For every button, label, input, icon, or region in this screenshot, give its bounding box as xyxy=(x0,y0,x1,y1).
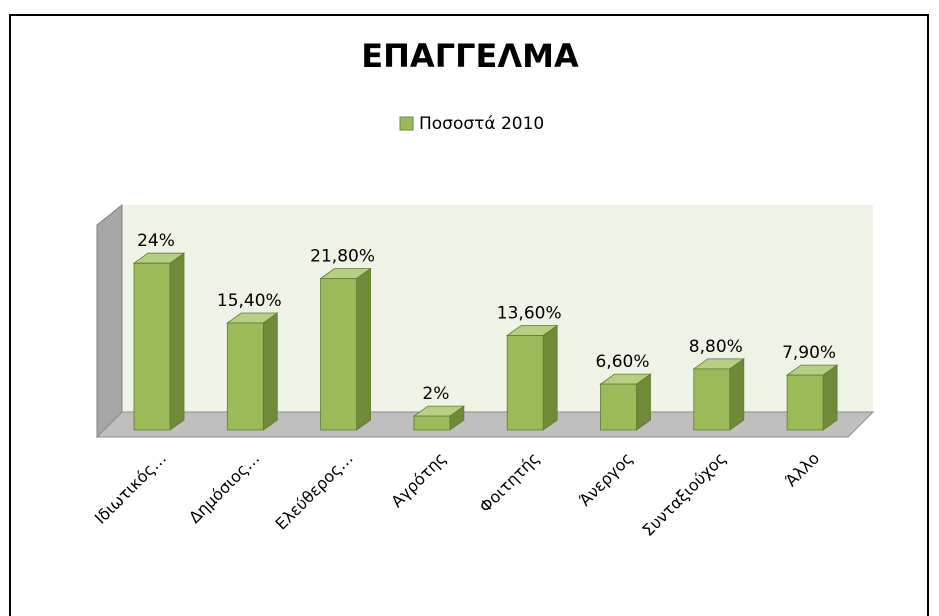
bar-front xyxy=(133,262,171,431)
value-label: 21,80% xyxy=(310,246,375,266)
bar xyxy=(785,364,839,431)
bar xyxy=(505,324,559,431)
legend-swatch xyxy=(399,116,414,131)
bar-side xyxy=(262,312,278,431)
chart-title: ΕΠΑΓΓΕΛΜΑ xyxy=(361,37,579,75)
side-wall xyxy=(96,203,123,439)
bar-front xyxy=(600,383,637,431)
value-label: 15,40% xyxy=(217,291,282,311)
back-wall xyxy=(122,205,873,412)
bar-front xyxy=(693,368,731,431)
value-label: 7,90% xyxy=(782,343,836,363)
bar-side xyxy=(169,252,185,431)
value-label: 6,60% xyxy=(595,352,649,372)
bar-front xyxy=(226,322,264,431)
bar xyxy=(132,252,186,431)
bar-side xyxy=(822,364,838,431)
bar xyxy=(599,373,652,431)
bar-side xyxy=(542,324,558,431)
bar xyxy=(226,312,279,431)
legend: Ποσοστά 2010 xyxy=(399,114,544,134)
bar-front xyxy=(320,278,358,431)
value-label: 8,80% xyxy=(689,337,743,357)
legend-label: Ποσοστά 2010 xyxy=(419,114,544,134)
value-label: 13,60% xyxy=(497,303,562,323)
bar-side xyxy=(729,358,745,431)
bar xyxy=(412,405,466,431)
floor xyxy=(95,411,875,438)
bar-front xyxy=(786,374,824,431)
value-label: 2% xyxy=(422,384,449,404)
bar-front xyxy=(506,335,544,431)
bar-front xyxy=(413,415,451,431)
bar-side xyxy=(356,267,372,431)
bar xyxy=(319,267,372,431)
bar xyxy=(692,358,746,431)
value-label: 24% xyxy=(137,231,175,251)
